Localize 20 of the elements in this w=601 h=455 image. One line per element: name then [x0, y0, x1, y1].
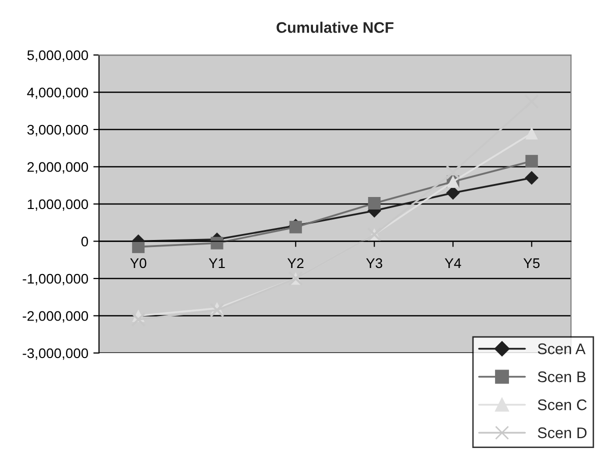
y-tick-label: -2,000,000 [22, 311, 88, 323]
x-tick-label: Y5 [523, 258, 540, 268]
x-tick-label: Y2 [287, 258, 304, 268]
y-tick-label: 3,000,000 [27, 124, 88, 136]
y-tick-label: 4,000,000 [27, 88, 88, 100]
chart-title: Cumulative NCF [276, 22, 394, 33]
legend-label: Scen B [538, 371, 586, 382]
y-tick-label: 0 [81, 236, 88, 246]
legend-label: Scen A [538, 343, 586, 354]
y-tick-label: -1,000,000 [22, 274, 88, 286]
legend-label: Scen D [538, 427, 587, 438]
y-tick-label: 2,000,000 [28, 162, 88, 174]
x-tick-label: Y4 [444, 258, 462, 268]
y-tick-label: 5,000,000 [27, 50, 88, 62]
y-tick-label: 1,000,000 [28, 199, 88, 211]
legend-label: Scen C [538, 399, 587, 410]
y-tick-label: -3,000,000 [22, 348, 88, 360]
x-tick-label: Y0 [130, 258, 146, 268]
x-tick-label: Y1 [208, 258, 225, 268]
x-tick-label: Y3 [366, 258, 382, 268]
